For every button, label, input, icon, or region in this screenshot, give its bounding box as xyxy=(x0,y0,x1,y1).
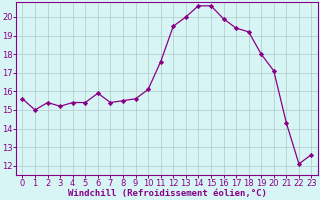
X-axis label: Windchill (Refroidissement éolien,°C): Windchill (Refroidissement éolien,°C) xyxy=(68,189,267,198)
